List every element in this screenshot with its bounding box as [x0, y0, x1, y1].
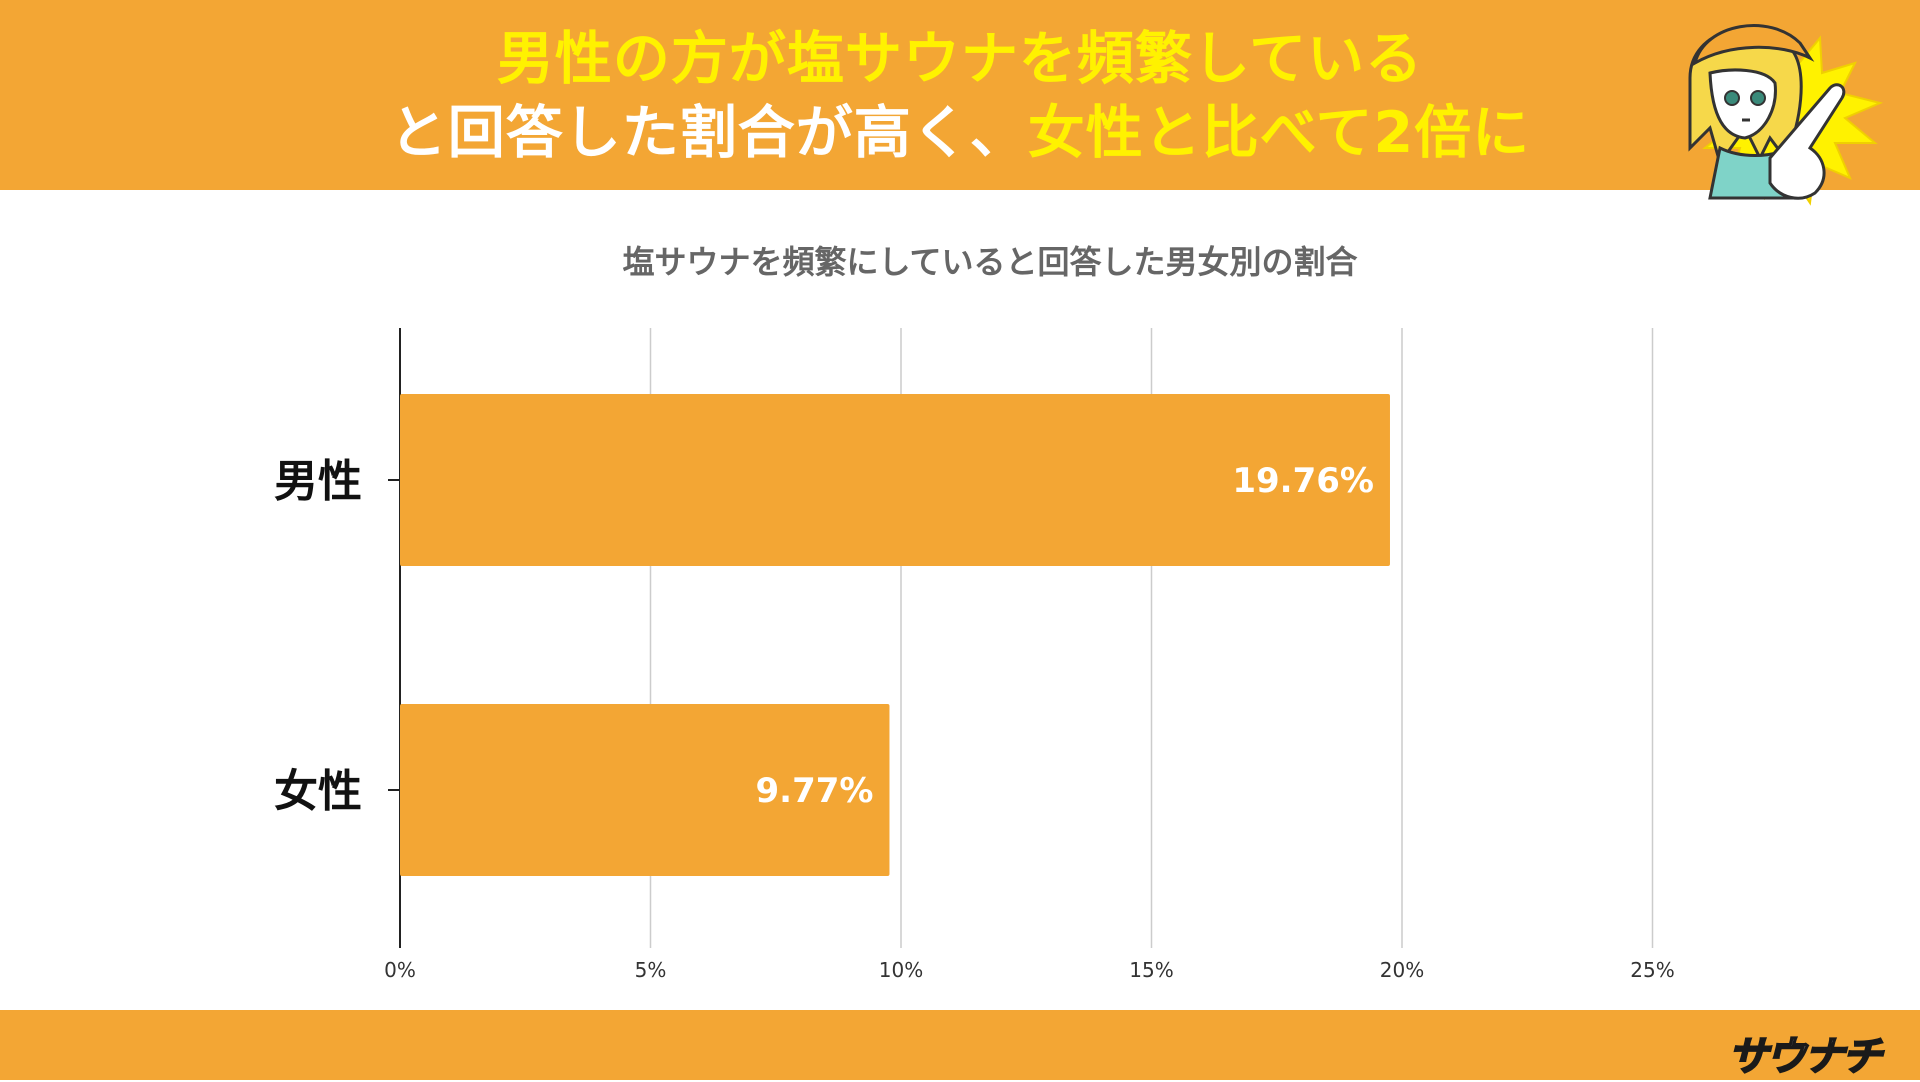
headline: 男性の方が塩サウナを頻繁している と回答した割合が高く、女性と比べて2倍に	[0, 22, 1920, 170]
x-tick-label: 15%	[1129, 958, 1173, 982]
headline-line2-white: と回答した割合が高く、	[389, 100, 1028, 166]
bar-value-label: 9.77%	[756, 771, 874, 811]
x-tick-label: 20%	[1380, 958, 1424, 982]
bar-value-label: 19.76%	[1232, 461, 1374, 501]
x-tick-label: 5%	[635, 958, 667, 982]
footer-banner: サウナチ	[0, 1010, 1920, 1081]
headline-line1: 男性の方が塩サウナを頻繁している	[0, 22, 1920, 96]
brand-logo: サウナチ	[1727, 1033, 1883, 1081]
bar	[400, 394, 1390, 566]
mascot-icon	[1688, 24, 1884, 206]
x-tick-label: 10%	[879, 958, 923, 982]
headline-line1-text: 男性の方が塩サウナを頻繁している	[496, 26, 1424, 92]
header-banner: 男性の方が塩サウナを頻繁している と回答した割合が高く、女性と比べて2倍に	[0, 0, 1920, 206]
bars: 19.76% 9.77%	[400, 394, 1390, 876]
category-label: 男性	[274, 456, 362, 507]
x-ticks: 0% 5% 10% 15% 20% 25%	[384, 958, 1675, 982]
x-tick-label: 0%	[384, 958, 416, 982]
category-label: 女性	[274, 766, 362, 817]
headline-line2-yellow: 女性と比べて2倍に	[1027, 100, 1531, 166]
bar	[400, 704, 890, 876]
headline-line2: と回答した割合が高く、女性と比べて2倍に	[0, 96, 1920, 170]
x-tick-label: 25%	[1630, 958, 1674, 982]
chart-title: 塩サウナを頻繁にしていると回答した男女別の割合	[622, 243, 1357, 281]
bar-chart: 塩サウナを頻繁にしていると回答した男女別の割合 19.76% 9.77% 0% 5%…	[274, 243, 1675, 982]
